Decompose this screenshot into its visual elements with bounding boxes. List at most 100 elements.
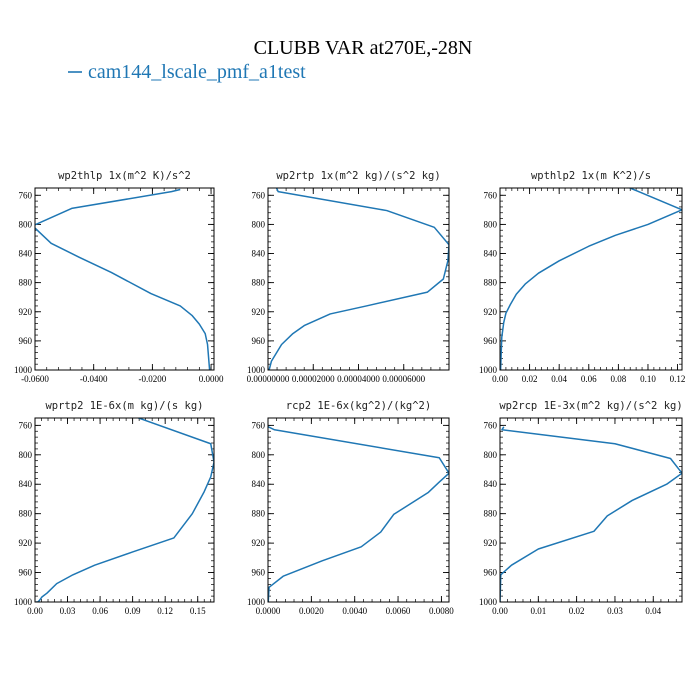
x-tick-label: 0.00002000 [292,374,335,384]
x-tick-label: 0.06 [581,374,597,384]
x-tick-label: 0.00 [492,606,508,616]
y-tick-label: 1000 [247,597,266,607]
y-tick-label: 1000 [479,597,498,607]
y-tick-label: 880 [484,278,498,288]
y-tick-label: 1000 [14,365,33,375]
y-tick-label: 760 [19,190,33,200]
x-tick-label: 0.0020 [299,606,324,616]
x-tick-label: 0.15 [190,606,206,616]
subplot-5: rcp2 1E-6x(kg^2)/(kg^2) 0.0000 0.0020 0.004… [247,400,454,616]
x-tick-label: 0.04 [645,606,661,616]
y-tick-label: 1000 [14,597,33,607]
x-tick-label: 0.10 [640,374,656,384]
subplot-title: wp2rcp 1E-3x(m^2 kg)/(s^2 kg) [499,400,682,412]
y-tick-label: 1000 [479,365,498,375]
y-tick-label: 880 [252,278,266,288]
subplot-1: wp2thlp 1x(m^2 K)/s^2 -0.0600 -0.0400 -0.02… [14,170,224,384]
y-tick-label: 840 [19,479,33,489]
y-tick-label: 920 [484,307,498,317]
subplot-title: wpthlp2 1x(m K^2)/s [531,170,651,182]
plot-frame [34,187,215,371]
y-tick-label: 960 [484,336,498,346]
y-tick-label: 840 [484,479,498,489]
subplot-4: wprtp2 1E-6x(m kg)/(s kg) 0.00 0.03 0.06 0.0… [14,400,215,616]
x-tick-label: 0.09 [125,606,141,616]
series-line [500,426,682,602]
plot-frame [499,417,683,603]
y-tick-label: 800 [252,450,266,460]
y-tick-label: 920 [252,538,266,548]
x-tick-label: 0.0000 [199,374,224,384]
x-tick-label: 0.00 [492,374,508,384]
y-tick-label: 960 [19,336,33,346]
y-tick-label: 800 [252,219,266,229]
y-tick-label: 1000 [247,365,266,375]
y-tick-label: 840 [19,249,33,259]
figure-title: CLUBB VAR at270E,-28N [254,37,473,59]
y-tick-label: 920 [19,307,33,317]
subplot-2: wp2rtp 1x(m^2 kg)/(s^2 kg)0.00000000 0.00… [247,170,450,384]
y-tick-label: 800 [19,219,33,229]
x-tick-label: 0.02 [522,374,538,384]
x-tick-label: 0.0080 [429,606,454,616]
x-tick-label: 0.00006000 [382,374,425,384]
x-tick-label: 0.01 [530,606,546,616]
x-tick-label: 0.03 [607,606,623,616]
y-tick-label: 760 [252,420,266,430]
y-tick-label: 760 [484,190,498,200]
x-tick-label: 0.00 [27,606,43,616]
y-tick-label: 800 [19,450,33,460]
x-tick-label: 0.0040 [342,606,367,616]
x-tick-label: 0.08 [610,374,626,384]
x-tick-label: 0.04 [551,374,567,384]
subplot-title: wp2thlp 1x(m^2 K)/s^2 [58,170,191,182]
y-tick-label: 760 [484,420,498,430]
legend-label: cam144_lscale_pmf_a1test [88,61,306,83]
subplot-grid: wp2thlp 1x(m^2 K)/s^2 -0.0600 -0.0400 -0.02… [14,170,685,616]
y-tick-label: 920 [252,307,266,317]
y-tick-label: 760 [252,190,266,200]
y-tick-label: 960 [252,336,266,346]
y-tick-label: 920 [484,538,498,548]
x-tick-label: 0.06 [92,606,108,616]
subplot-3: wpthlp2 1x(m K^2)/s 0.00 0.02 0.04 0.06 0.08 0… [479,170,685,384]
x-tick-label: 0.12 [157,606,173,616]
y-tick-label: 840 [252,249,266,259]
y-tick-label: 800 [484,450,498,460]
series-line [500,188,682,370]
y-tick-label: 840 [252,479,266,489]
y-tick-label: 880 [252,509,266,519]
y-tick-label: 880 [19,509,33,519]
y-tick-label: 800 [484,219,498,229]
x-tick-label: 0.12 [670,374,686,384]
plot-frame [34,417,215,603]
x-tick-label: -0.0400 [80,374,108,384]
subplot-title: rcp2 1E-6x(kg^2)/(kg^2) [286,400,431,412]
y-tick-label: 840 [484,249,498,259]
subplot-6: wp2rcp 1E-3x(m^2 kg)/(s^2 kg) 0.00 0.01 0.0… [479,400,683,616]
plot-frame [267,417,450,603]
y-tick-label: 960 [484,568,498,578]
x-tick-label: 0.03 [60,606,76,616]
x-tick-label: 0.00004000 [337,374,380,384]
x-tick-label: -0.0600 [21,374,49,384]
series-line [36,418,214,602]
subplot-title: wp2rtp 1x(m^2 kg)/(s^2 kg) [276,170,440,182]
x-tick-label: 0.0000 [256,606,281,616]
x-tick-label: 0.02 [569,606,585,616]
series-line [268,426,449,602]
plot-frame [267,187,450,371]
y-tick-label: 880 [19,278,33,288]
y-tick-label: 920 [19,538,33,548]
series-line [268,188,449,370]
subplot-title: wprtp2 1E-6x(m kg)/(s kg) [45,400,203,412]
x-tick-label: -0.0200 [139,374,167,384]
x-tick-label: 0.00000000 [247,374,290,384]
x-tick-label: 0.0060 [386,606,411,616]
series-line [35,188,211,370]
y-tick-label: 960 [19,568,33,578]
y-tick-label: 880 [484,509,498,519]
y-tick-label: 760 [19,420,33,430]
